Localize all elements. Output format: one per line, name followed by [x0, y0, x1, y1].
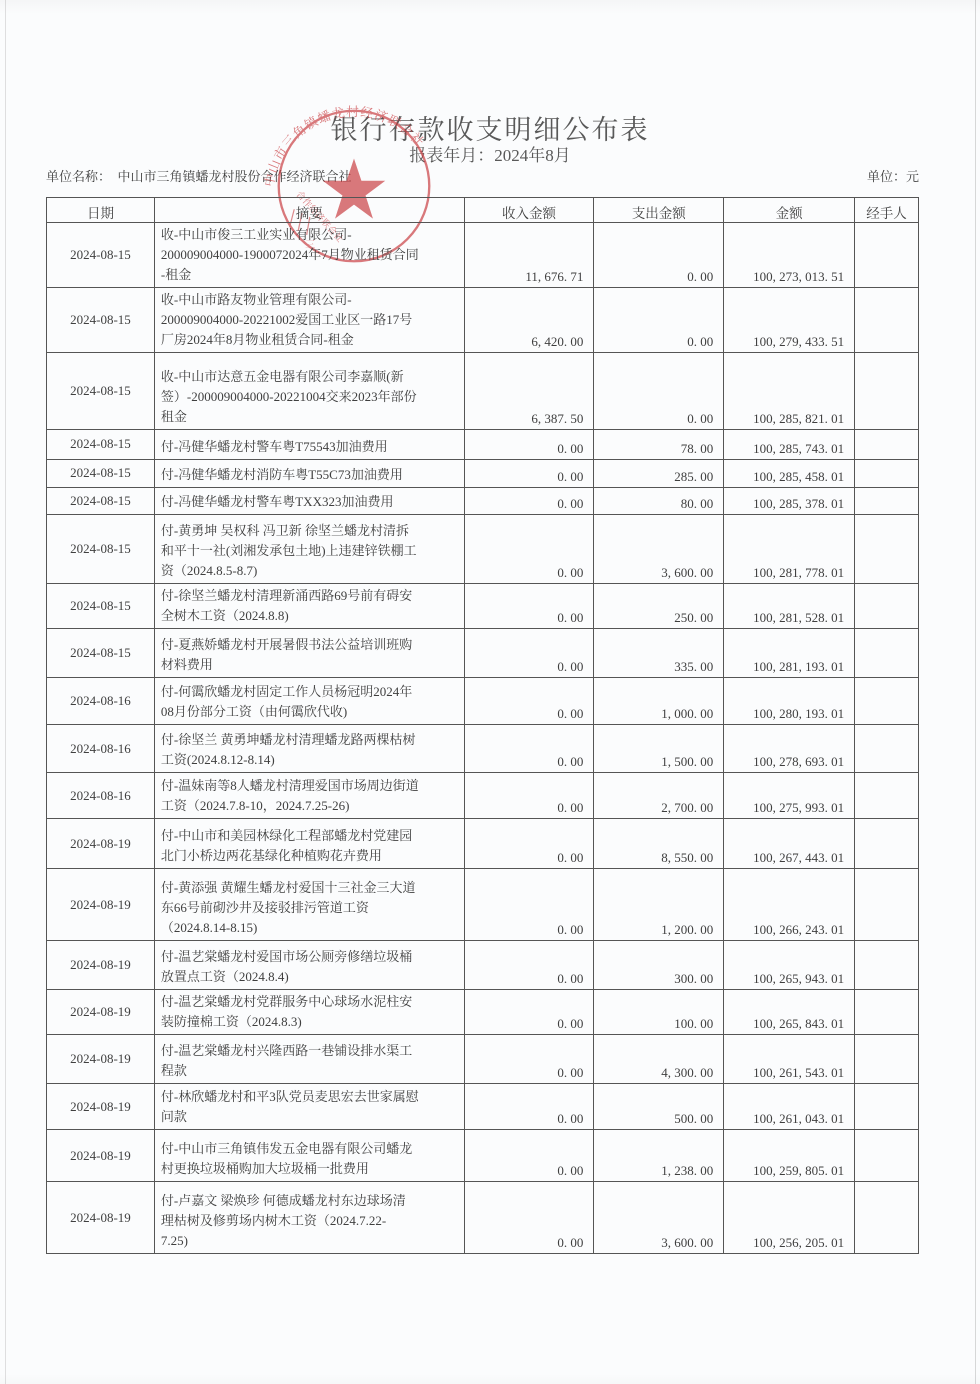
svg-text:中山市三角镇蟠龙村经济联合社: 中山市三角镇蟠龙村经济联合社	[261, 104, 428, 188]
